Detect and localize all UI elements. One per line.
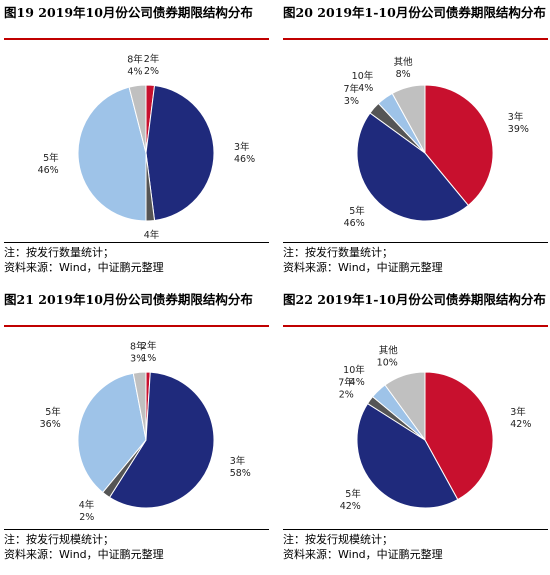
pie-slice-value: 42% [510, 419, 531, 430]
pie-slice-value: 2% [79, 512, 94, 523]
pie-slice-value: 10% [377, 357, 398, 368]
source-text: 资料来源：Wind，中证鹏元整理 [4, 548, 164, 561]
pie-slice-label: 10年 [352, 70, 374, 82]
pie-slice-label: 5年 [349, 205, 365, 217]
pie-slice-label: 4年 [144, 229, 160, 241]
note-text: 注：按发行数量统计； [283, 246, 393, 259]
pie-slice-label: 7年 [343, 83, 359, 95]
source-text: 资料来源：Wind，中证鹏元整理 [4, 261, 164, 274]
source-text: 资料来源：Wind，中证鹏元整理 [283, 548, 443, 561]
pie-slice-value: 42% [340, 501, 361, 512]
pie-slice-value: 2% [339, 389, 354, 400]
pie-slice-value: 4% [358, 83, 373, 94]
chart-notes: 注：按发行数量统计； 资料来源：Wind，中证鹏元整理 [283, 242, 548, 275]
pie-slice-value: 4% [350, 377, 365, 388]
pie-slice-value: 8% [396, 69, 411, 80]
pie-slice-label: 2年 [144, 53, 160, 65]
note-text: 注：按发行规模统计； [4, 533, 114, 546]
pie-slice-value: 3% [130, 353, 145, 364]
chart-panel-22: 图22 2019年1-10月份公司债券期限结构分布 3年 42% 5年 42% 7年 2%… [283, 291, 548, 571]
pie-slice-label: 8年 [127, 54, 143, 66]
source-text: 资料来源：Wind，中证鹏元整理 [283, 261, 443, 274]
pie-slice-value: 46% [344, 218, 365, 229]
chart-panel-20: 图20 2019年1-10月份公司债券期限结构分布 3年 39% 5年 46% 7年 3%… [283, 4, 548, 284]
pie-slice [356, 402, 459, 509]
pie-slice-label: 2年 [141, 340, 157, 352]
pie-slice-value: 39% [508, 124, 529, 135]
pie-slice-label: 其他 [394, 56, 414, 68]
pie-slice [356, 112, 470, 222]
pie-slice [384, 371, 426, 442]
chart-panel-19: 图19 2019年10月份公司债券期限结构分布 2年2%3年46%4年2%5年4… [4, 4, 269, 284]
pie-slice-value: 36% [40, 419, 61, 430]
pie-slice [424, 371, 494, 501]
pie-slice-label: 4年 [79, 499, 95, 511]
pie-slice [128, 84, 147, 154]
pie-slice-value: 4% [127, 67, 142, 78]
pie-slice-value: 3% [344, 96, 359, 107]
pie-slice-label: 3年 [510, 406, 526, 418]
chart-title: 图20 2019年1-10月份公司债券期限结构分布 [283, 4, 548, 40]
pie-slice-label: 10年 [343, 364, 365, 376]
pie-slice [77, 372, 147, 494]
pie-slice [108, 371, 215, 509]
pie-slice-label: 7年 [338, 376, 354, 388]
pie-slice-value: 58% [230, 468, 251, 479]
note-text: 注：按发行数量统计； [4, 246, 114, 259]
pie-slice [424, 84, 494, 207]
pie-slice-label: 8年 [130, 340, 146, 352]
pie-slice-value: 2% [144, 66, 159, 77]
pie-slice [391, 84, 426, 154]
pie-slice [132, 371, 147, 441]
pie-slice-label: 其他 [379, 344, 399, 356]
pie-slice-label: 5年 [43, 152, 59, 164]
chart-notes: 注：按发行规模统计； 资料来源：Wind，中证鹏元整理 [283, 529, 548, 562]
chart-title: 图22 2019年1-10月份公司债券期限结构分布 [283, 291, 548, 327]
pie-slice-value: 46% [38, 165, 59, 176]
chart-notes: 注：按发行数量统计； 资料来源：Wind，中证鹏元整理 [4, 242, 269, 275]
pie-slice-label: 5年 [345, 488, 361, 500]
pie-slice-label: 3年 [230, 455, 246, 467]
pie-slice-value: 46% [234, 154, 255, 165]
pie-slice-label: 3年 [234, 141, 250, 153]
chart-notes: 注：按发行规模统计； 资料来源：Wind，中证鹏元整理 [4, 529, 269, 562]
pie-slice [145, 84, 215, 222]
pie-slice-value: 1% [141, 353, 156, 364]
pie-slice [77, 86, 147, 222]
chart-title: 图19 2019年10月份公司债券期限结构分布 [4, 4, 269, 40]
chart-panel-21: 图21 2019年10月份公司债券期限结构分布 2年 1% 3年 58% 4年 2% 5年 3… [4, 291, 269, 571]
pie-slice-label: 5年 [45, 406, 61, 418]
note-text: 注：按发行规模统计； [283, 533, 393, 546]
pie-slice-label: 3年 [508, 111, 524, 123]
chart-title: 图21 2019年10月份公司债券期限结构分布 [4, 291, 269, 327]
